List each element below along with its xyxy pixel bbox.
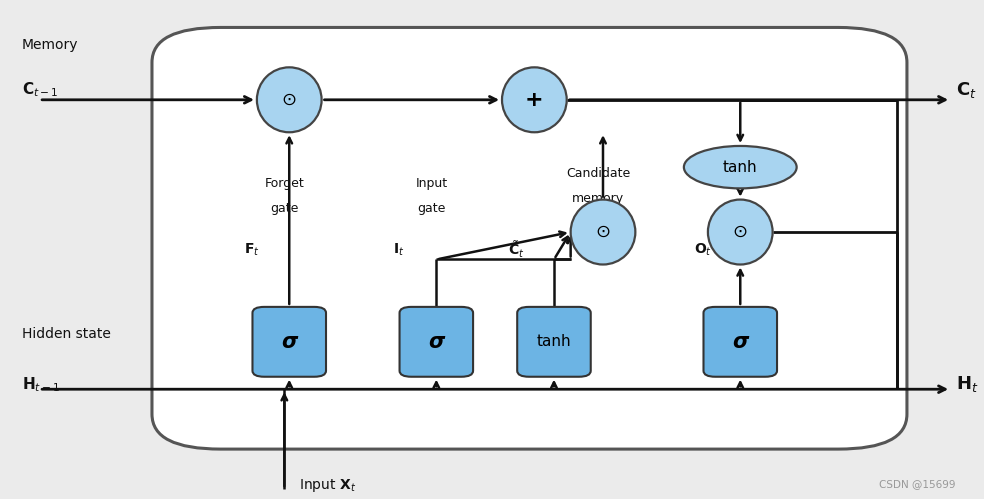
Text: Input $\mathbf{X}_t$: Input $\mathbf{X}_t$: [299, 477, 356, 494]
Text: gate: gate: [271, 202, 298, 215]
Text: CSDN @15699: CSDN @15699: [880, 479, 956, 489]
Ellipse shape: [257, 67, 322, 132]
Text: $\mathbf{C}_{t-1}$: $\mathbf{C}_{t-1}$: [22, 80, 58, 99]
Text: tanh: tanh: [723, 160, 758, 175]
Text: $\mathbf{H}_{t-1}$: $\mathbf{H}_{t-1}$: [22, 375, 59, 394]
Text: gate: gate: [721, 202, 750, 215]
Text: tanh: tanh: [536, 334, 572, 349]
Text: memory: memory: [572, 192, 624, 205]
FancyBboxPatch shape: [400, 307, 473, 377]
Ellipse shape: [571, 200, 636, 264]
Text: Hidden state: Hidden state: [22, 327, 110, 341]
Text: Forget: Forget: [265, 177, 304, 190]
Text: ⊙: ⊙: [595, 223, 610, 241]
Text: Input: Input: [415, 177, 448, 190]
Text: σ: σ: [428, 332, 445, 352]
Text: ⊙: ⊙: [281, 91, 297, 109]
Text: $\mathbf{I}_t$: $\mathbf{I}_t$: [394, 242, 404, 257]
Ellipse shape: [502, 67, 567, 132]
FancyBboxPatch shape: [253, 307, 326, 377]
Text: $\mathbf{F}_t$: $\mathbf{F}_t$: [244, 242, 260, 257]
Text: Candidate: Candidate: [566, 167, 630, 180]
Text: gate: gate: [417, 202, 446, 215]
Ellipse shape: [707, 200, 772, 264]
Text: $\mathbf{O}_t$: $\mathbf{O}_t$: [694, 242, 712, 257]
FancyBboxPatch shape: [152, 27, 907, 449]
Text: σ: σ: [281, 332, 297, 352]
Text: $\tilde{\mathbf{C}}_t$: $\tilde{\mathbf{C}}_t$: [509, 240, 524, 259]
Text: Output: Output: [713, 177, 757, 190]
Text: $\mathbf{C}_t$: $\mathbf{C}_t$: [956, 80, 977, 100]
FancyBboxPatch shape: [518, 307, 590, 377]
Text: σ: σ: [732, 332, 749, 352]
FancyBboxPatch shape: [704, 307, 777, 377]
Text: +: +: [525, 90, 544, 110]
Text: ⊙: ⊙: [733, 223, 748, 241]
Text: Memory: Memory: [22, 38, 78, 52]
Text: $\mathbf{H}_t$: $\mathbf{H}_t$: [956, 374, 978, 394]
Ellipse shape: [684, 146, 797, 188]
